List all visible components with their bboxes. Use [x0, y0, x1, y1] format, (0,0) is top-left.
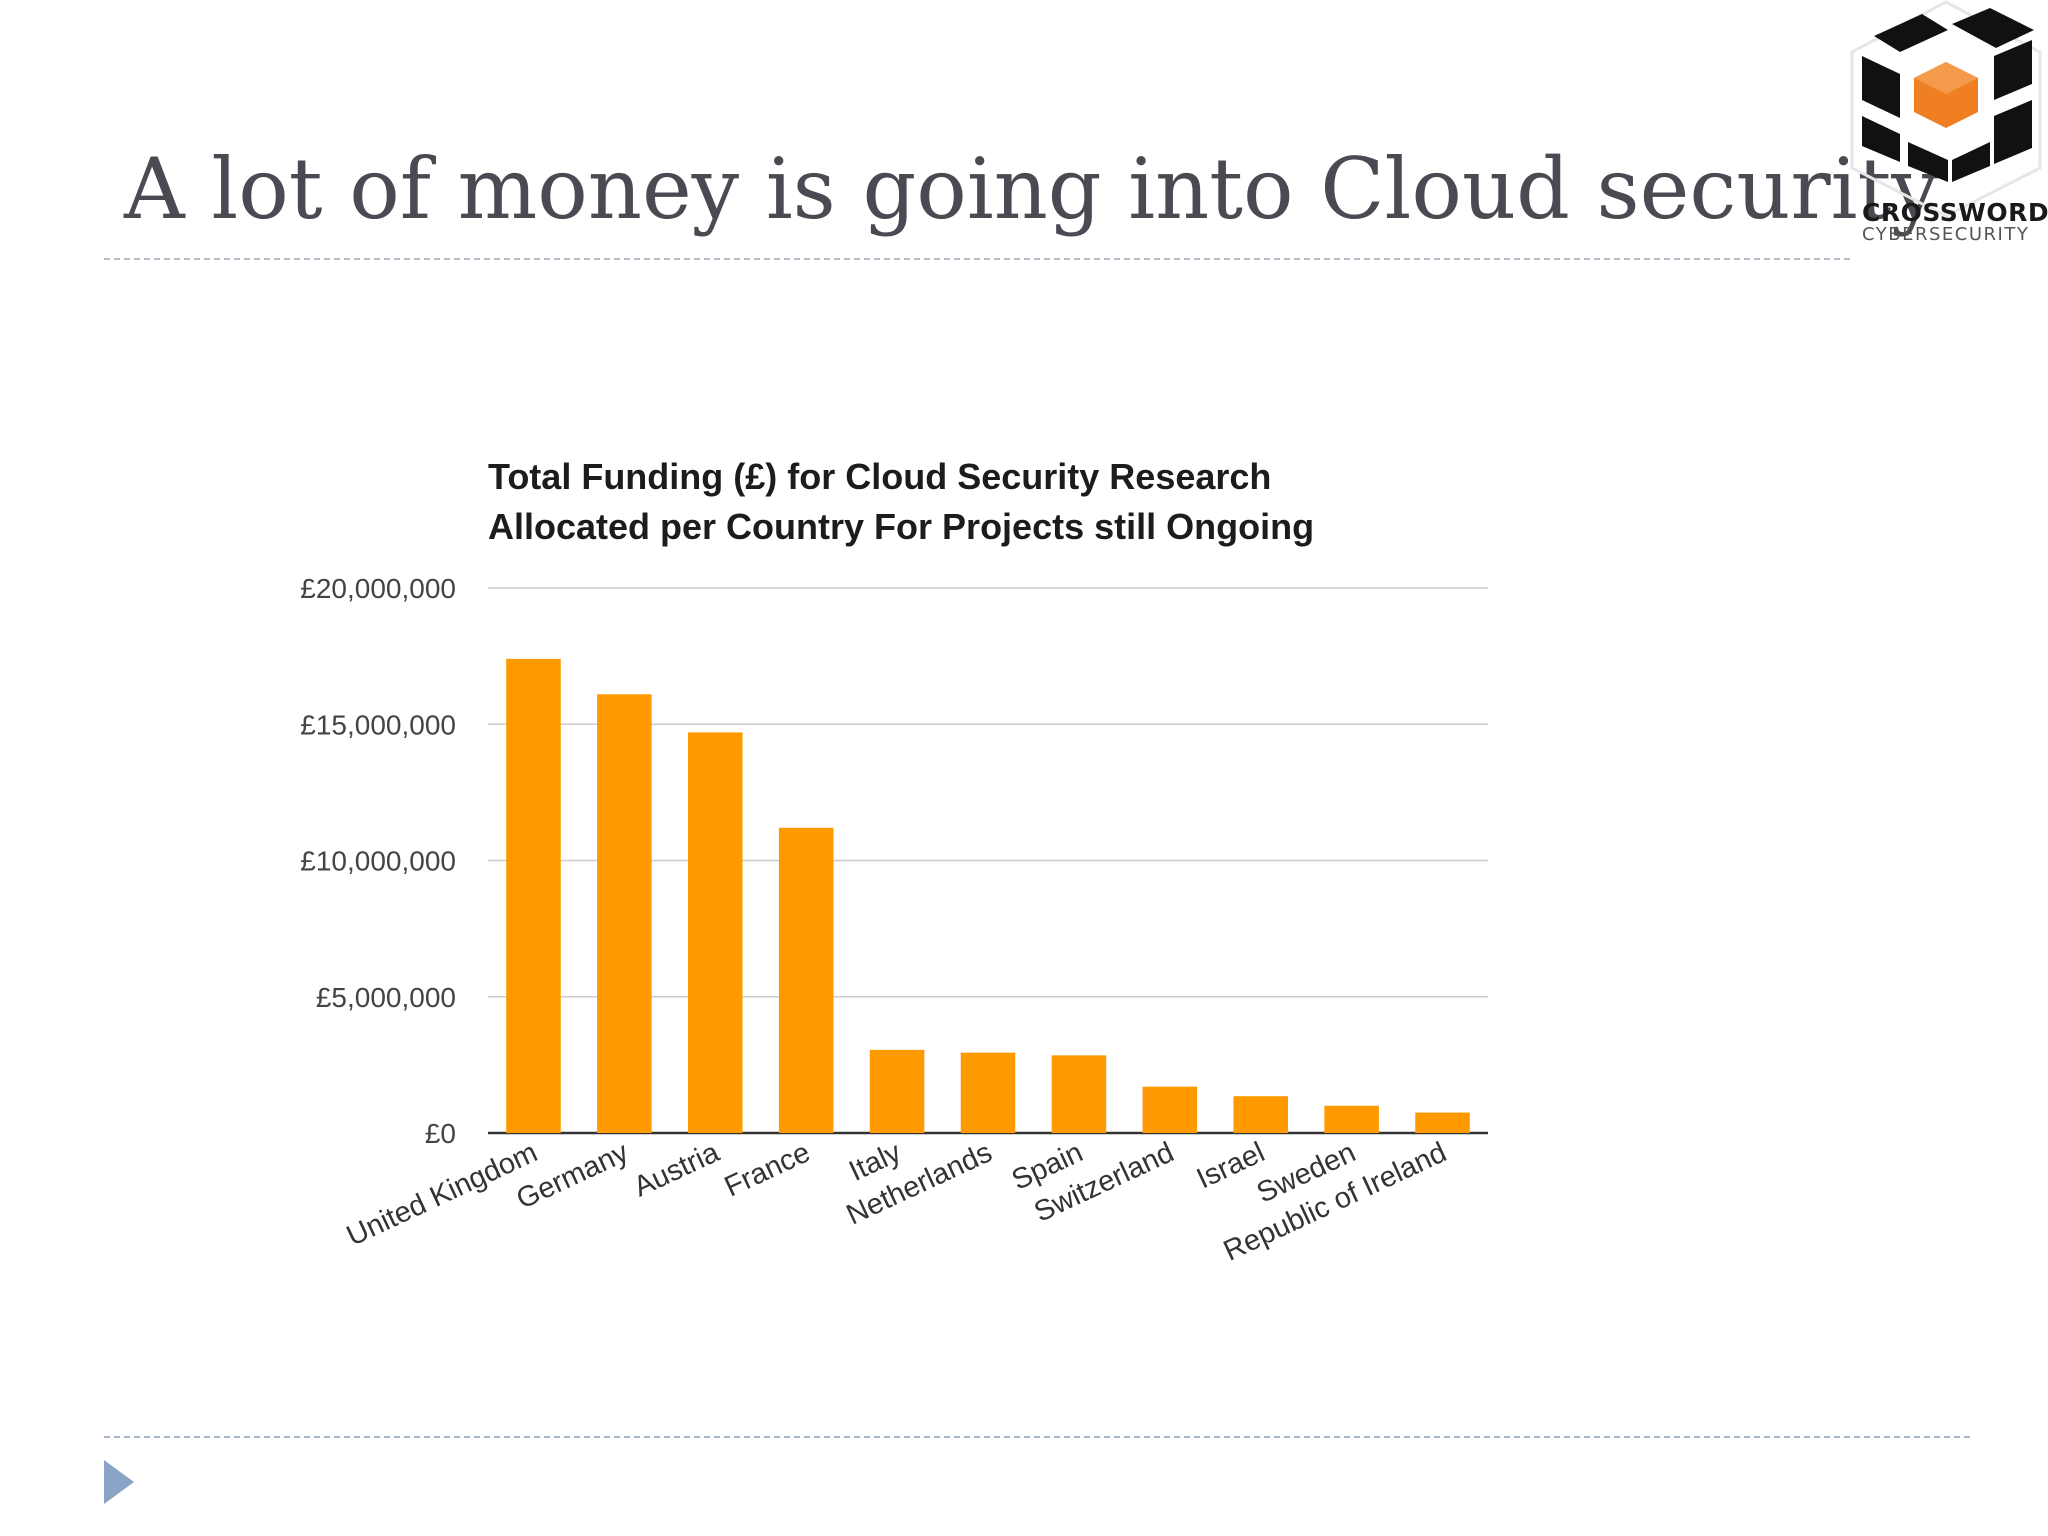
x-tick-label: Republic of Ireland	[1219, 1136, 1452, 1267]
bar	[1415, 1112, 1470, 1133]
bar	[1142, 1086, 1198, 1133]
y-tick-label: £0	[425, 1118, 456, 1149]
y-tick-label: £20,000,000	[300, 573, 456, 604]
crossword-logo-icon	[1850, 0, 2042, 218]
chart-title-line-1: Total Funding (£) for Cloud Security Res…	[488, 456, 1272, 497]
chart-bars	[506, 658, 1470, 1133]
x-tick-label: Italy	[844, 1136, 906, 1188]
x-tick-label: Austria	[629, 1136, 725, 1204]
bar	[506, 658, 561, 1133]
slide-title: A lot of money is going into Cloud secur…	[124, 140, 1939, 238]
bar	[778, 827, 834, 1133]
title-divider	[104, 258, 1850, 260]
bar	[960, 1052, 1016, 1133]
chart-title-line-2: Allocated per Country For Projects still…	[488, 506, 1315, 547]
y-tick-label: £5,000,000	[316, 982, 456, 1013]
logo-wordmark: CROSSWORD	[1862, 198, 2048, 227]
play-arrow-icon	[104, 1460, 134, 1504]
y-axis-tick-labels: £0 £5,000,000 £10,000,000 £15,000,000 £20,00…	[300, 573, 456, 1149]
x-tick-label: Germany	[512, 1136, 634, 1216]
bar	[1233, 1096, 1288, 1133]
x-tick-label: Netherlands	[842, 1136, 997, 1231]
bar	[597, 694, 652, 1133]
x-tick-label: Sweden	[1252, 1136, 1361, 1209]
x-tick-label: Israel	[1192, 1136, 1270, 1195]
y-tick-label: £15,000,000	[300, 709, 456, 740]
footer-divider	[104, 1436, 1970, 1438]
bar	[688, 732, 743, 1133]
x-tick-label: France	[720, 1136, 815, 1203]
x-tick-label: United Kingdom	[342, 1136, 543, 1252]
bar	[1051, 1055, 1107, 1133]
x-tick-label: Switzerland	[1029, 1136, 1178, 1228]
chart-title: Total Funding (£) for Cloud Security Res…	[488, 452, 1314, 552]
y-tick-label: £10,000,000	[300, 846, 456, 877]
bar	[1324, 1105, 1379, 1133]
x-tick-label: Spain	[1007, 1136, 1088, 1196]
chart-gridlines	[488, 587, 1488, 1135]
logo-subtext: CYBERSECURITY	[1862, 224, 2030, 245]
bar	[869, 1049, 925, 1133]
